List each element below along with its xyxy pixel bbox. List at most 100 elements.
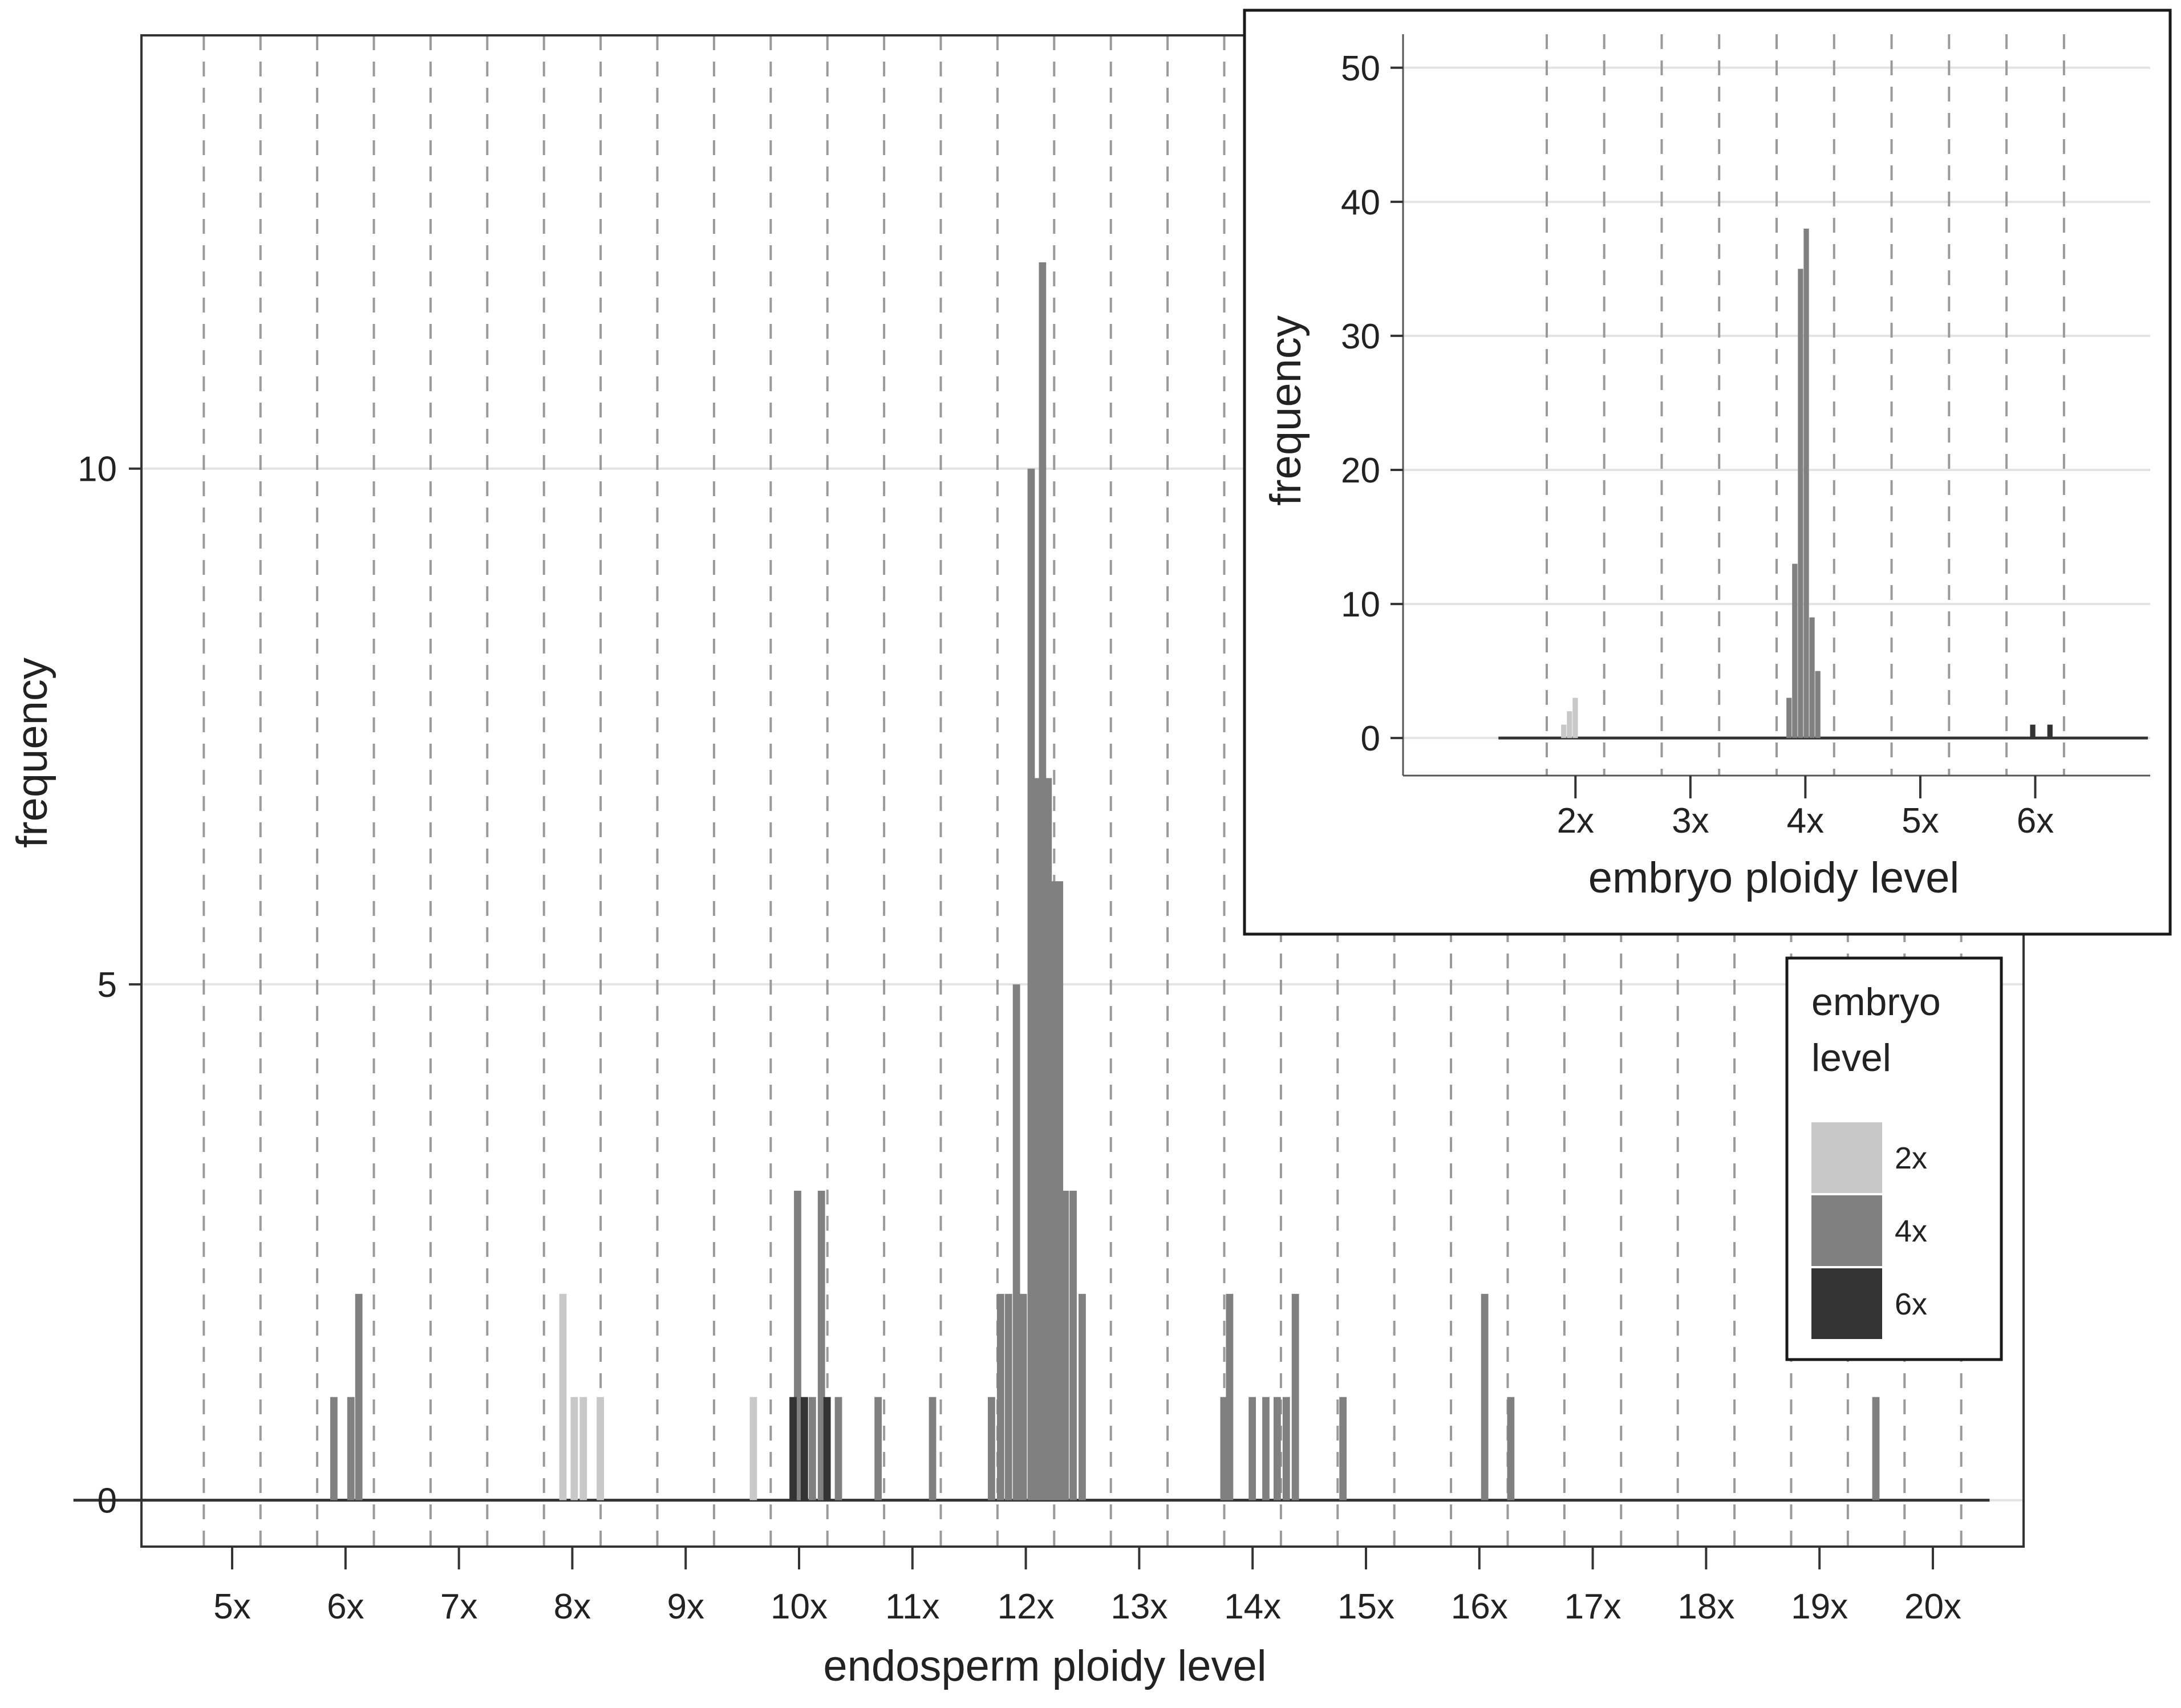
main-bar-4x: [1033, 778, 1041, 1500]
inset-bar-6x: [2030, 724, 2036, 739]
main-bar-4x: [355, 1293, 363, 1500]
main-x-tick-label: 17x: [1564, 1587, 1621, 1626]
main-y-tick-label: 5: [98, 965, 117, 1005]
inset-y-tick-label: 30: [1341, 317, 1380, 356]
main-bar-2x: [570, 1397, 578, 1500]
main-bar-2x: [597, 1397, 604, 1500]
main-x-tick-label: 13x: [1110, 1587, 1167, 1626]
main-bar-4x: [1027, 468, 1035, 1500]
inset-y-axis-title: frequency: [1262, 315, 1310, 506]
main-bar-4x: [1262, 1397, 1270, 1500]
main-y-ticks: 0 5 10: [78, 450, 141, 1521]
main-x-tick-label: 12x: [998, 1587, 1055, 1626]
main-y-axis-title: frequency: [8, 658, 56, 848]
main-bar-4x: [996, 1293, 1004, 1500]
main-bar-4x: [1039, 262, 1047, 1500]
main-bar-4x: [1050, 881, 1058, 1500]
main-y-tick-label: 10: [78, 450, 117, 489]
inset-x-tick-label: 3x: [1672, 801, 1709, 841]
main-x-tick-label: 11x: [885, 1587, 939, 1626]
main-bar-6x: [789, 1397, 797, 1500]
main-bar-4x: [834, 1397, 842, 1500]
main-bar-2x: [579, 1397, 587, 1500]
inset-y-ticks: 0 10 20 30 40 50: [1341, 49, 1403, 758]
main-x-tick-label: 15x: [1337, 1587, 1394, 1626]
inset-y-tick-label: 50: [1341, 49, 1380, 88]
main-bar-4x: [1019, 1293, 1027, 1500]
legend-title-line2: level: [1811, 1036, 1891, 1080]
inset-vertical-gridlines: [1545, 34, 2065, 776]
main-x-ticks: 5x 6x 7x 8x 9x 10x 11x 12x 13x 14x 15x 16x 17x 18x 19x…: [213, 1547, 1961, 1626]
main-x-tick-label: 14x: [1224, 1587, 1281, 1626]
main-bar-4x: [1012, 984, 1020, 1500]
inset-bar-2x: [1572, 697, 1578, 739]
inset-bar-4x: [1798, 269, 1803, 739]
inset-bar-2x: [1561, 724, 1567, 739]
main-x-tick-label: 20x: [1904, 1587, 1961, 1626]
main-x-tick-label: 18x: [1677, 1587, 1734, 1626]
main-bar-4x: [1004, 1293, 1012, 1500]
main-bar-4x: [1282, 1397, 1290, 1500]
main-bar-4x: [1507, 1397, 1515, 1500]
main-bar-4x: [347, 1397, 355, 1500]
main-bar-4x: [1220, 1397, 1228, 1500]
main-bar-6x: [800, 1397, 808, 1500]
inset-bar-2x: [1567, 711, 1572, 739]
inset-x-tick-label: 4x: [1787, 801, 1824, 841]
main-y-tick-label: 0: [98, 1482, 117, 1521]
inset-y-tick-label: 20: [1341, 451, 1380, 490]
inset-box: [1243, 9, 2172, 936]
inset-y-tick-label: 10: [1341, 585, 1380, 624]
main-bar-4x: [1872, 1397, 1880, 1500]
inset-x-tick-label: 6x: [2017, 801, 2054, 841]
main-bar-4x: [929, 1397, 937, 1500]
main-bar-4x: [1061, 1190, 1069, 1500]
inset-x-axis-title: embryo ploidy level: [1588, 854, 1960, 902]
legend-label-6x: 6x: [1895, 1287, 1927, 1321]
inset-x-ticks: 2x 3x 4x 5x 6x: [1557, 776, 2054, 841]
main-bar-4x: [330, 1397, 338, 1500]
inset-bars: [1561, 228, 2053, 739]
main-x-tick-label: 5x: [213, 1587, 250, 1626]
main-bar-4x: [988, 1397, 995, 1500]
legend-title-line1: embryo: [1811, 980, 1941, 1024]
main-x-tick-label: 6x: [327, 1587, 364, 1626]
legend-swatch-4x: [1811, 1195, 1882, 1266]
main-bar-4x: [1481, 1293, 1489, 1500]
inset-bar-4x: [1815, 671, 1821, 739]
legend-swatch-2x: [1811, 1122, 1882, 1193]
inset-x-tick-label: 5x: [1902, 801, 1939, 841]
embryo-inset-chart: 2x 3x 4x 5x 6x 0 10 20 30 40 50 embryo ploidy lev…: [1243, 9, 2172, 936]
legend-label-4x: 4x: [1895, 1214, 1927, 1248]
main-bar-2x: [559, 1293, 567, 1500]
main-bar-4x: [1291, 1293, 1299, 1500]
inset-bar-4x: [1792, 563, 1798, 739]
legend-label-2x: 2x: [1895, 1141, 1927, 1175]
main-x-tick-label: 10x: [771, 1587, 828, 1626]
legend: embryo level 2x 4x 6x: [1785, 956, 2003, 1361]
inset-y-tick-label: 40: [1341, 183, 1380, 222]
main-bar-4x: [1079, 1293, 1086, 1500]
main-bar-6x: [823, 1397, 831, 1500]
inset-bar-4x: [1809, 617, 1815, 739]
main-bar-4x: [817, 1190, 825, 1500]
main-bar-4x: [1069, 1190, 1077, 1500]
main-x-axis-title: endosperm ploidy level: [823, 1642, 1266, 1690]
main-x-tick-label: 16x: [1451, 1587, 1508, 1626]
main-bar-4x: [808, 1397, 816, 1500]
main-bars: [330, 262, 1880, 1500]
inset-bar-4x: [1786, 697, 1792, 739]
main-bar-4x: [1248, 1397, 1256, 1500]
main-bar-4x: [874, 1397, 882, 1500]
inset-y-tick-label: 0: [1361, 719, 1380, 758]
legend-swatch-6x: [1811, 1268, 1882, 1339]
main-bar-4x: [1339, 1397, 1347, 1500]
main-bar-4x: [1273, 1397, 1281, 1500]
main-bar-4x: [1044, 778, 1052, 1500]
endosperm-chart: 5x 6x 7x 8x 9x 10x 11x 12x 13x 14x 15x 16x 17x 18x 19x…: [8, 34, 2025, 1690]
main-bar-2x: [749, 1397, 757, 1500]
main-bar-4x: [1056, 881, 1064, 1500]
main-x-tick-label: 8x: [554, 1587, 591, 1626]
inset-bar-4x: [1803, 228, 1809, 739]
